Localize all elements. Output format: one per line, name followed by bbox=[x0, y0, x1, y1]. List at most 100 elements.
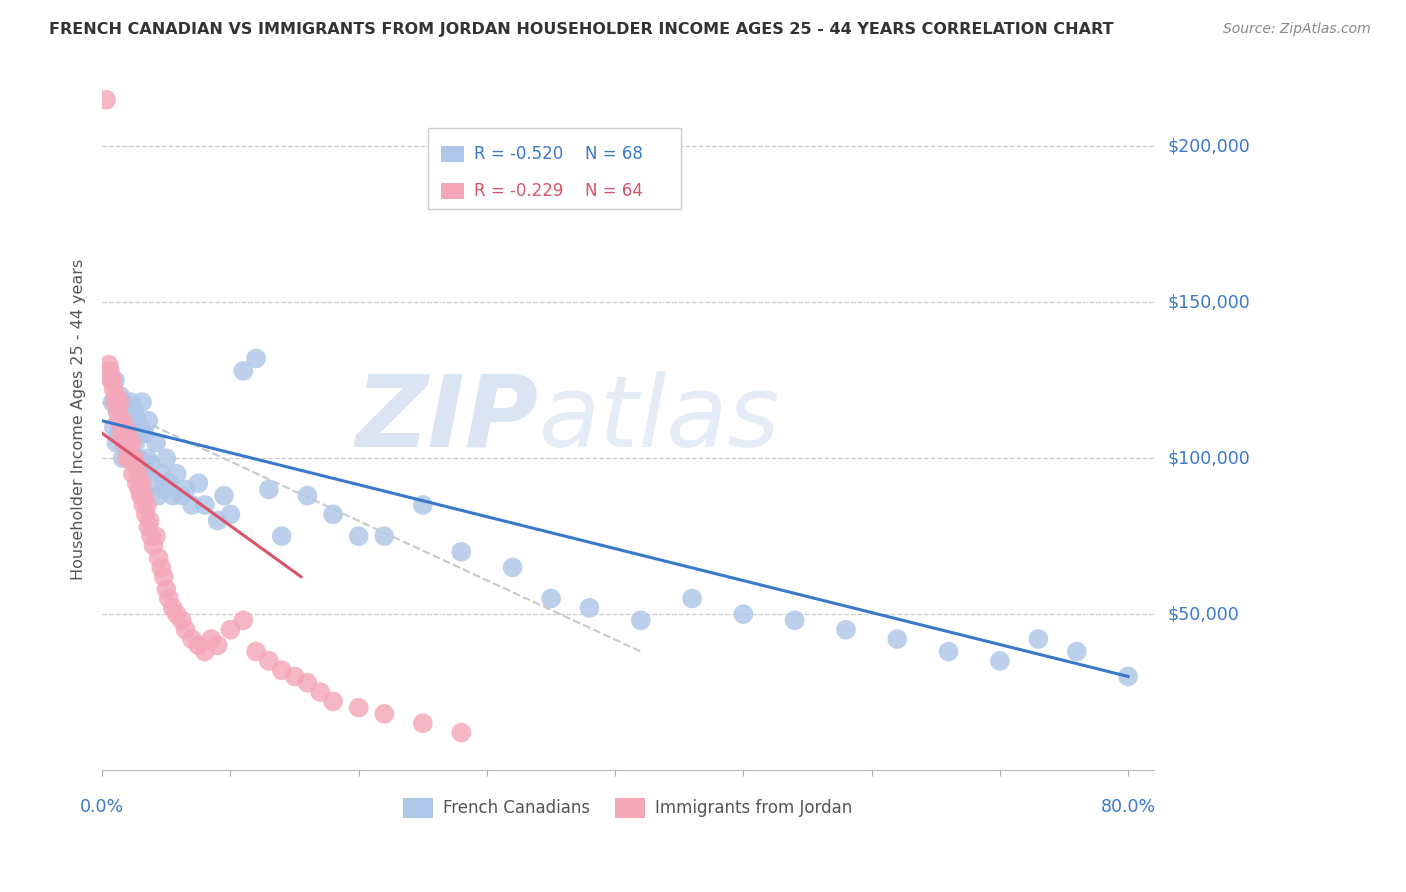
Point bbox=[110, 414, 132, 428]
Point bbox=[100, 373, 122, 387]
Point bbox=[132, 467, 155, 481]
Point bbox=[245, 644, 267, 658]
Point bbox=[166, 607, 188, 621]
Point bbox=[450, 545, 472, 559]
Point bbox=[373, 529, 395, 543]
FancyBboxPatch shape bbox=[429, 128, 681, 209]
Point bbox=[155, 451, 177, 466]
Point bbox=[131, 476, 153, 491]
Point bbox=[139, 529, 162, 543]
FancyBboxPatch shape bbox=[441, 146, 464, 161]
Point bbox=[174, 483, 197, 497]
Point bbox=[148, 551, 170, 566]
Point bbox=[157, 476, 180, 491]
Point bbox=[1116, 669, 1139, 683]
Point bbox=[104, 395, 127, 409]
Point bbox=[152, 483, 174, 497]
Point bbox=[219, 508, 242, 522]
Point bbox=[347, 529, 370, 543]
Point bbox=[187, 476, 209, 491]
Point bbox=[174, 623, 197, 637]
Y-axis label: Householder Income Ages 25 - 44 years: Householder Income Ages 25 - 44 years bbox=[72, 259, 86, 580]
Point bbox=[135, 508, 157, 522]
Point bbox=[322, 694, 344, 708]
Point bbox=[245, 351, 267, 366]
Point bbox=[988, 654, 1011, 668]
Point bbox=[129, 426, 152, 441]
Point bbox=[284, 669, 307, 683]
Point bbox=[124, 458, 146, 472]
FancyBboxPatch shape bbox=[441, 184, 464, 199]
Text: $150,000: $150,000 bbox=[1167, 293, 1250, 311]
Point bbox=[104, 373, 127, 387]
Point bbox=[122, 426, 145, 441]
Point bbox=[134, 489, 156, 503]
Point bbox=[115, 404, 138, 418]
Point bbox=[114, 420, 136, 434]
Point bbox=[139, 458, 162, 472]
Point bbox=[373, 706, 395, 721]
Text: N = 68: N = 68 bbox=[585, 145, 643, 163]
Text: Source: ZipAtlas.com: Source: ZipAtlas.com bbox=[1223, 22, 1371, 37]
Point bbox=[194, 498, 217, 512]
Point bbox=[112, 395, 135, 409]
Point bbox=[125, 414, 148, 428]
Point bbox=[270, 529, 292, 543]
Point bbox=[170, 613, 193, 627]
Point bbox=[270, 663, 292, 677]
Point bbox=[162, 600, 184, 615]
Point bbox=[134, 426, 156, 441]
Point bbox=[118, 414, 141, 428]
Text: 0.0%: 0.0% bbox=[80, 797, 124, 816]
Point bbox=[166, 467, 188, 481]
Point bbox=[111, 414, 134, 428]
Point bbox=[145, 435, 167, 450]
Text: $100,000: $100,000 bbox=[1167, 450, 1250, 467]
Point bbox=[138, 520, 160, 534]
Point bbox=[112, 435, 135, 450]
Point bbox=[120, 451, 142, 466]
Point bbox=[145, 529, 167, 543]
Point bbox=[835, 623, 858, 637]
Point bbox=[1066, 644, 1088, 658]
Point bbox=[207, 514, 229, 528]
Point bbox=[121, 435, 143, 450]
Point bbox=[122, 467, 145, 481]
Point bbox=[136, 451, 159, 466]
Point bbox=[117, 435, 139, 450]
Point bbox=[136, 498, 159, 512]
Point bbox=[630, 613, 652, 627]
Text: 80.0%: 80.0% bbox=[1101, 797, 1156, 816]
Point bbox=[297, 675, 319, 690]
Point bbox=[108, 389, 131, 403]
Point bbox=[297, 489, 319, 503]
Point bbox=[257, 483, 280, 497]
Point bbox=[131, 395, 153, 409]
Point bbox=[142, 476, 165, 491]
Point bbox=[194, 644, 217, 658]
Point bbox=[118, 435, 141, 450]
Point bbox=[94, 93, 117, 107]
Point bbox=[219, 623, 242, 637]
Point bbox=[128, 483, 150, 497]
Point bbox=[97, 358, 120, 372]
Point bbox=[1028, 632, 1050, 646]
Point bbox=[127, 451, 149, 466]
Point bbox=[138, 514, 160, 528]
Point bbox=[125, 476, 148, 491]
Point bbox=[162, 489, 184, 503]
Point bbox=[257, 654, 280, 668]
Point bbox=[232, 613, 254, 627]
Point bbox=[129, 489, 152, 503]
Text: $200,000: $200,000 bbox=[1167, 137, 1250, 155]
Point bbox=[132, 498, 155, 512]
Point bbox=[207, 638, 229, 652]
Point bbox=[783, 613, 806, 627]
Point bbox=[157, 591, 180, 606]
Point bbox=[938, 644, 960, 658]
Point bbox=[111, 451, 134, 466]
Point bbox=[101, 395, 124, 409]
Text: R = -0.229: R = -0.229 bbox=[474, 182, 564, 200]
Point bbox=[450, 725, 472, 739]
Point bbox=[98, 364, 121, 378]
